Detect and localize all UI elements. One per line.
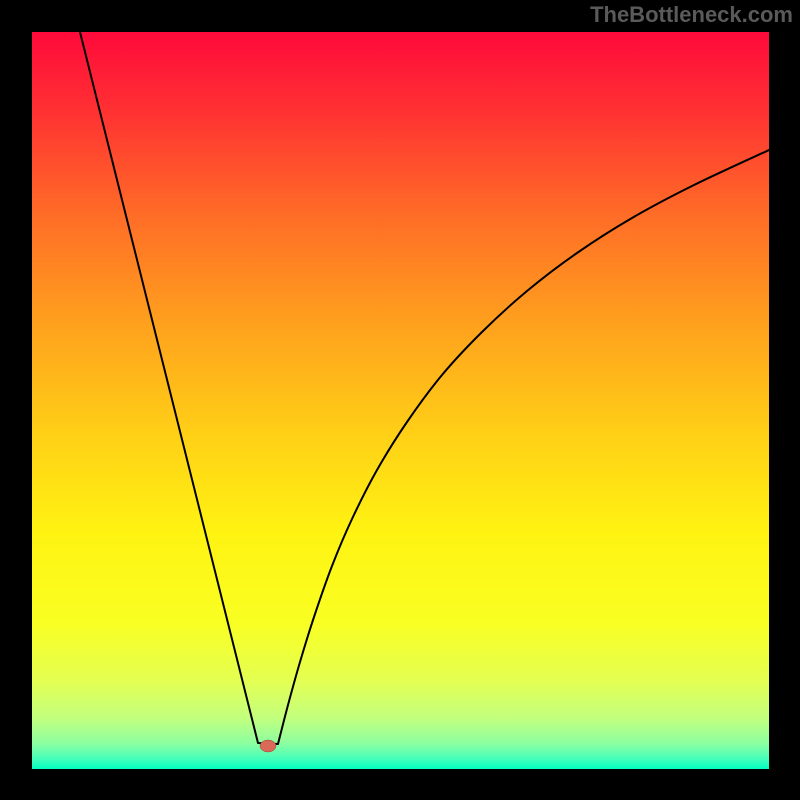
gradient-background [32,32,769,769]
watermark-text: TheBottleneck.com [590,2,793,28]
chart-svg [32,32,769,769]
plot-area [32,32,769,769]
chart-container: TheBottleneck.com [0,0,800,800]
optimal-marker [260,740,276,752]
